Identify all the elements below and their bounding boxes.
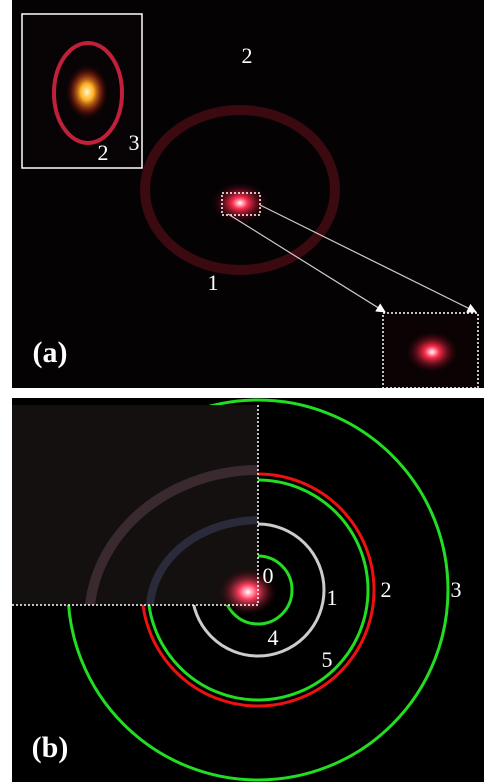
- ring-label: 4: [268, 625, 279, 650]
- ring-label: 2: [242, 43, 253, 68]
- spot: [210, 181, 270, 225]
- ring-label: 3: [451, 577, 462, 602]
- figure: 2 3 2 1 (a) 0 1 2 3 4 5 (b): [0, 0, 484, 782]
- photo-quadrant: [12, 405, 258, 605]
- ring-label: 1: [208, 270, 219, 295]
- inset-label: 3: [129, 130, 140, 155]
- ring-label: 0: [263, 563, 274, 588]
- panel-label: (a): [33, 336, 68, 369]
- inset-label: 2: [98, 140, 109, 165]
- ring-label: 5: [322, 647, 333, 672]
- ring-label: 1: [327, 585, 338, 610]
- ring-label: 2: [381, 577, 392, 602]
- page: 2 3 2 1 (a) 0 1 2 3 4 5 (b) (() => { con…: [0, 0, 484, 782]
- spot: [404, 330, 460, 374]
- core: [65, 64, 109, 120]
- panel-label: (b): [32, 731, 69, 764]
